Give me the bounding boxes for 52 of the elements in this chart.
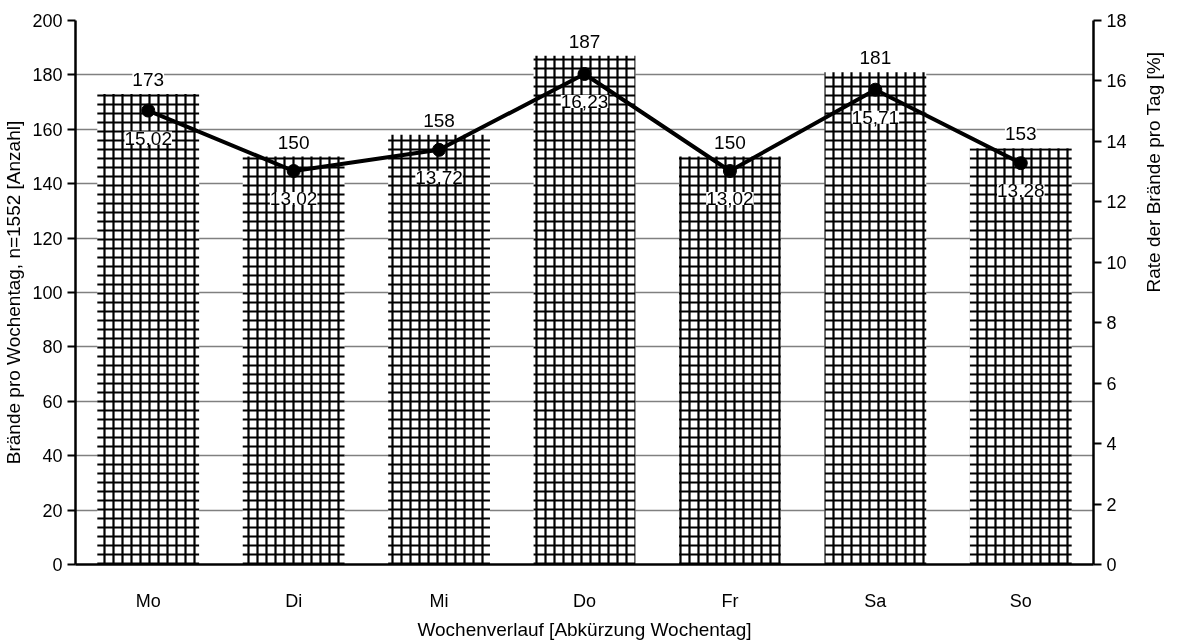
point — [432, 142, 447, 157]
y-tick-label: 80 — [42, 337, 63, 358]
x-tick-label: So — [1009, 590, 1032, 611]
data-label: 173 — [132, 68, 165, 90]
y2-tick-label: 6 — [1106, 373, 1117, 394]
y-tick-label: 140 — [32, 174, 63, 195]
point — [1013, 156, 1028, 171]
y2-tick-label: 18 — [1106, 11, 1127, 31]
data-label: 13,72 — [415, 166, 463, 188]
y2-tick-label: 14 — [1106, 131, 1127, 152]
point — [722, 164, 737, 178]
y-tick-label: 160 — [32, 119, 63, 140]
y2-tick-label: 12 — [1106, 192, 1127, 213]
x-tick-label: Do — [573, 590, 597, 611]
y-tick-label: 60 — [42, 391, 63, 412]
data-label: 13,28 — [997, 180, 1045, 202]
y-tick-label: 200 — [32, 11, 63, 31]
y2-tick-label: 4 — [1106, 434, 1117, 455]
data-label: 15,71 — [851, 106, 900, 128]
data-label: 150 — [714, 131, 746, 153]
point — [577, 67, 592, 81]
x-axis-title: Wochenverlauf [Abkürzung Wochentag] — [417, 618, 752, 640]
data-label: 15,02 — [124, 127, 172, 149]
x-tick-label: Fr — [721, 590, 739, 611]
y2-axis-title: Rate der Brände pro Tag [%] — [1143, 52, 1165, 293]
data-label: 13,02 — [269, 188, 318, 210]
y-tick-label: 0 — [52, 555, 63, 575]
data-label: 158 — [423, 109, 455, 131]
y-tick-label: 180 — [32, 65, 63, 86]
y-tick-label: 20 — [42, 500, 63, 521]
data-label: 150 — [277, 131, 310, 153]
y2-tick-label: 16 — [1106, 71, 1127, 92]
x-tick-label: Sa — [864, 590, 888, 611]
y2-tick-label: 10 — [1106, 252, 1127, 273]
y2-tick-label: 8 — [1106, 313, 1117, 334]
y-tick-label: 40 — [42, 446, 63, 467]
point — [286, 164, 301, 178]
point — [868, 82, 883, 97]
y-tick-label: 100 — [32, 283, 63, 303]
x-tick-label: Mi — [429, 590, 449, 611]
data-label: 13,02 — [706, 188, 754, 210]
data-label: 153 — [1004, 123, 1037, 145]
y-axis-title: Brände pro Wochentag, n=1552 [Anzahl] — [3, 120, 25, 465]
point — [141, 103, 156, 118]
x-tick-label: Di — [285, 590, 303, 611]
x-tick-label: Mo — [135, 590, 161, 611]
data-label: 181 — [859, 47, 892, 69]
y2-tick-label: 2 — [1106, 494, 1117, 515]
data-label: 16,23 — [560, 90, 609, 112]
y-tick-label: 120 — [32, 228, 63, 249]
y2-tick-label: 0 — [1106, 555, 1117, 575]
data-label: 187 — [568, 30, 601, 52]
